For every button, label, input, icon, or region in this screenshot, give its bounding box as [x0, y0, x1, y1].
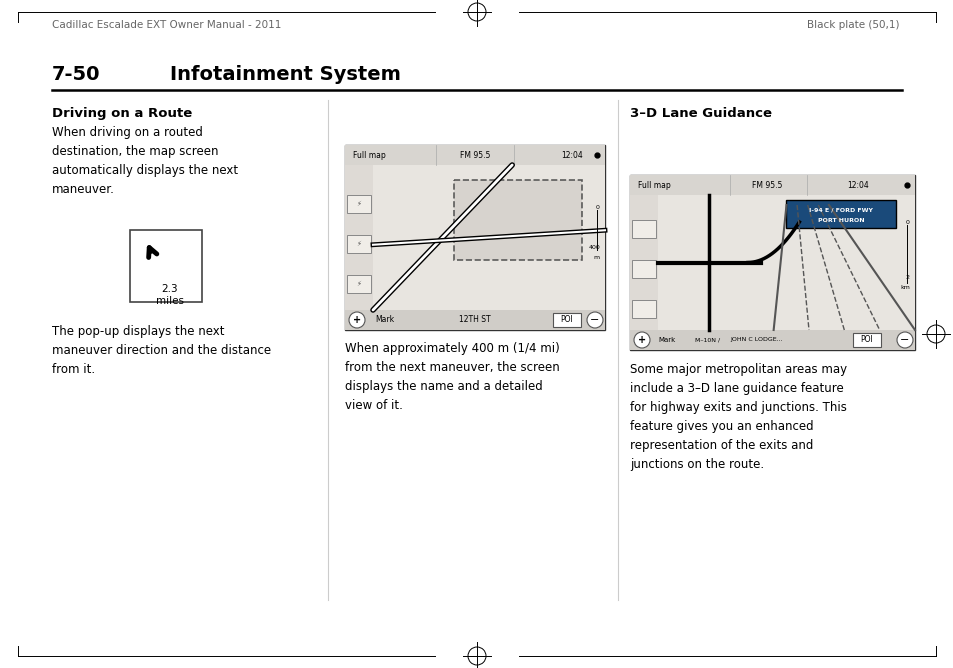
- Text: FM 95.5: FM 95.5: [751, 180, 781, 190]
- Text: POI: POI: [860, 335, 872, 345]
- Text: 12:04: 12:04: [846, 180, 868, 190]
- Text: Full map: Full map: [638, 180, 670, 190]
- Circle shape: [896, 332, 912, 348]
- Bar: [631, 260, 656, 278]
- Bar: [347, 275, 371, 293]
- Circle shape: [586, 312, 602, 328]
- Bar: [629, 330, 914, 350]
- Bar: [373, 165, 604, 310]
- Text: Some major metropolitan areas may
include a 3–D lane guidance feature
for highwa: Some major metropolitan areas may includ…: [629, 363, 846, 471]
- Text: The pop-up displays the next
maneuver direction and the distance
from it.: The pop-up displays the next maneuver di…: [52, 325, 271, 376]
- Text: I-94 E / FORD FWY: I-94 E / FORD FWY: [809, 208, 873, 212]
- Bar: [785, 200, 896, 228]
- Text: 0: 0: [905, 220, 909, 225]
- Text: 400: 400: [588, 245, 599, 250]
- Bar: [553, 313, 580, 327]
- Text: Cadillac Escalade EXT Owner Manual - 2011: Cadillac Escalade EXT Owner Manual - 201…: [52, 20, 281, 30]
- Bar: [345, 145, 604, 165]
- Text: FM 95.5: FM 95.5: [459, 150, 490, 160]
- Text: Driving on a Route: Driving on a Route: [52, 107, 193, 120]
- Bar: [631, 220, 656, 238]
- Text: POI: POI: [560, 315, 573, 325]
- Text: Infotainment System: Infotainment System: [170, 65, 400, 84]
- Text: 2: 2: [905, 275, 909, 280]
- Text: Mark: Mark: [375, 315, 394, 325]
- Text: 2.3
miles: 2.3 miles: [156, 284, 184, 305]
- Text: km: km: [900, 285, 909, 290]
- Text: 3–D Lane Guidance: 3–D Lane Guidance: [629, 107, 771, 120]
- Text: ⚡: ⚡: [356, 281, 361, 287]
- Text: 7-50: 7-50: [52, 65, 100, 84]
- Text: +: +: [353, 315, 360, 325]
- Circle shape: [634, 332, 649, 348]
- Text: 12:04: 12:04: [560, 150, 582, 160]
- Text: −: −: [900, 335, 909, 345]
- Text: Full map: Full map: [353, 150, 385, 160]
- Bar: [629, 175, 914, 350]
- Text: JOHN C LODGE...: JOHN C LODGE...: [729, 337, 781, 343]
- Text: 0: 0: [596, 205, 599, 210]
- Bar: [629, 175, 914, 195]
- Text: m: m: [594, 255, 599, 260]
- Text: ⚡: ⚡: [356, 241, 361, 247]
- Text: Black plate (50,1): Black plate (50,1): [806, 20, 899, 30]
- Bar: [345, 165, 373, 310]
- Bar: [130, 230, 202, 302]
- Bar: [347, 195, 371, 213]
- Text: When approximately 400 m (1/4 mi)
from the next maneuver, the screen
displays th: When approximately 400 m (1/4 mi) from t…: [345, 342, 559, 412]
- Bar: [347, 235, 371, 253]
- Bar: [629, 195, 658, 330]
- Bar: [454, 180, 581, 260]
- Bar: [658, 195, 914, 330]
- Bar: [345, 310, 604, 330]
- Bar: [852, 333, 880, 347]
- Circle shape: [349, 312, 365, 328]
- Text: PORT HURON: PORT HURON: [818, 218, 864, 224]
- Text: ⚡: ⚡: [356, 201, 361, 207]
- Text: 12TH ST: 12TH ST: [458, 315, 490, 325]
- Bar: [631, 300, 656, 318]
- Bar: [345, 145, 604, 330]
- Text: M–10N /: M–10N /: [695, 337, 720, 343]
- Text: Mark: Mark: [658, 337, 675, 343]
- Text: When driving on a routed
destination, the map screen
automatically displays the : When driving on a routed destination, th…: [52, 126, 238, 196]
- Text: +: +: [638, 335, 645, 345]
- Text: −: −: [590, 315, 599, 325]
